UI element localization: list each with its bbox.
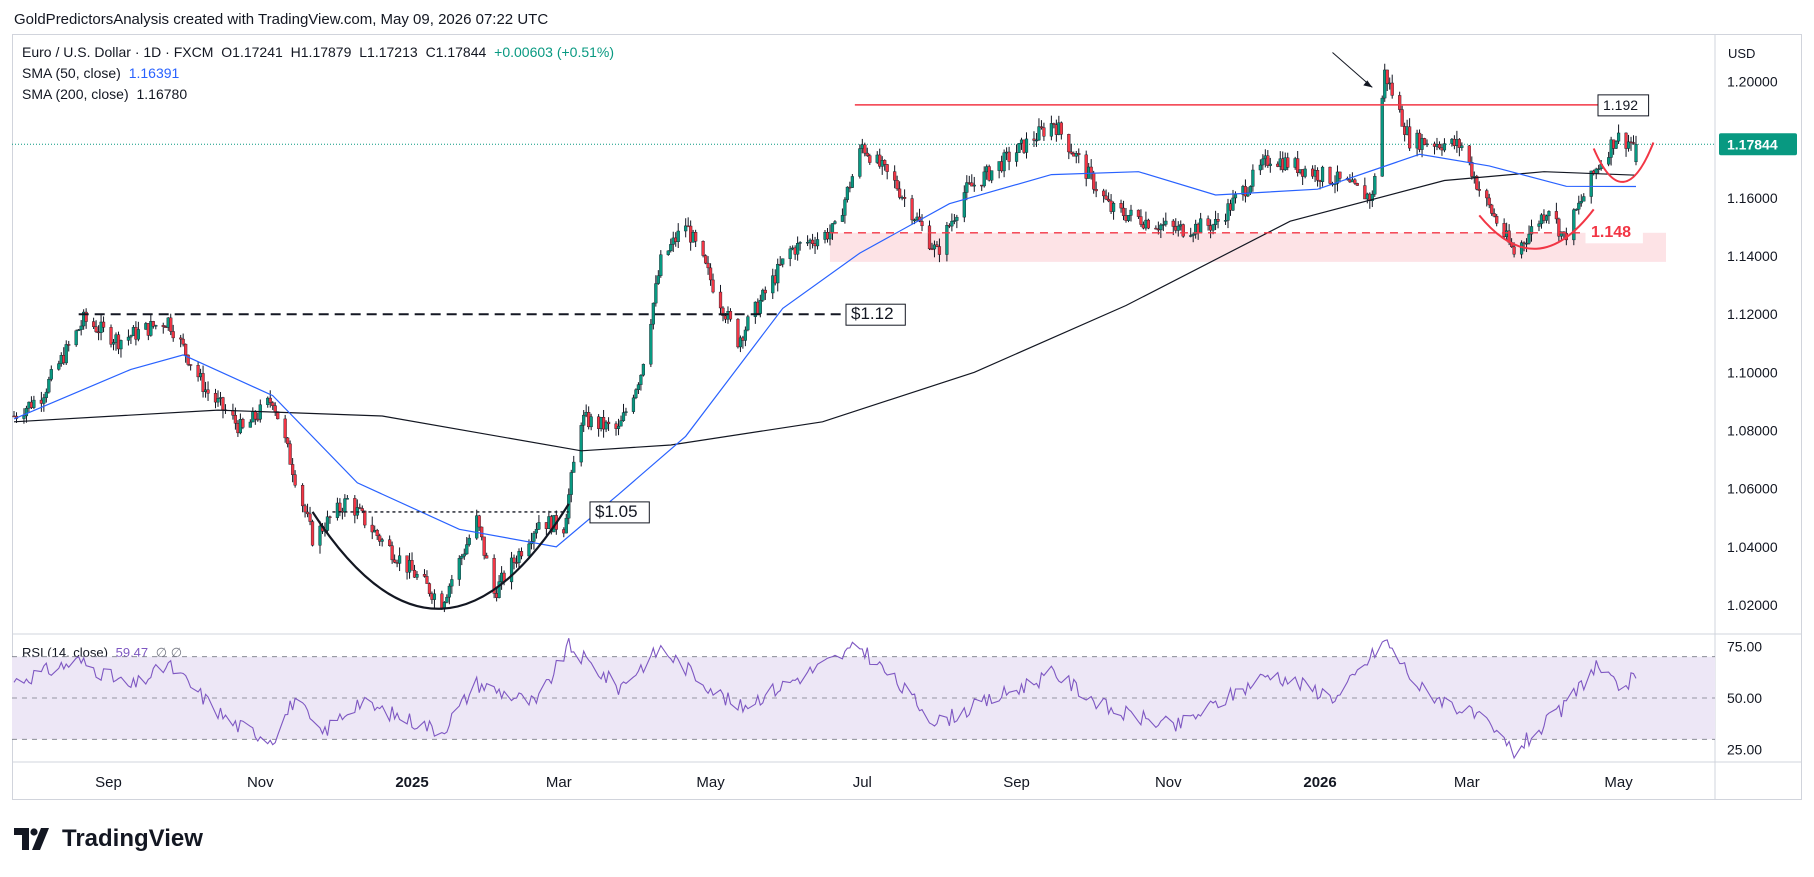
- sma50-label: SMA (50, close): [22, 65, 121, 81]
- rsi-extra: ∅ ∅: [155, 645, 183, 660]
- chart-credit: GoldPredictorsAnalysis created with Trad…: [14, 11, 549, 28]
- ohlc-change: +0.00603 (+0.51%): [494, 44, 615, 60]
- sma200-legend[interactable]: SMA (200, close) 1.16780: [22, 86, 187, 102]
- currency-label[interactable]: USD: [1728, 46, 1756, 61]
- sma200-value: 1.16780: [136, 86, 188, 102]
- rsi-legend[interactable]: RSI (14, close) 59.47 ∅ ∅: [22, 645, 182, 661]
- tradingview-logo-icon: [14, 828, 49, 850]
- tradingview-logo-text: TradingView: [62, 825, 203, 852]
- chart-frame: [12, 34, 1802, 800]
- sma50-value: 1.16391: [128, 65, 180, 81]
- ohlc-high: H1.17879: [290, 44, 352, 60]
- ohlc-low: L1.17213: [359, 44, 418, 60]
- sma50-legend[interactable]: SMA (50, close) 1.16391: [22, 65, 179, 81]
- tradingview-logo[interactable]: TradingView: [14, 825, 203, 853]
- rsi-value: 59.47: [115, 645, 149, 660]
- ohlc-open: O1.17241: [221, 44, 283, 60]
- sma200-label: SMA (200, close): [22, 86, 129, 102]
- symbol-title[interactable]: Euro / U.S. Dollar · 1D · FXCM: [22, 44, 214, 60]
- rsi-label: RSI (14, close): [22, 645, 108, 660]
- ohlc-close: C1.17844: [425, 44, 487, 60]
- symbol-legend: Euro / U.S. Dollar · 1D · FXCM O1.17241 …: [22, 44, 614, 60]
